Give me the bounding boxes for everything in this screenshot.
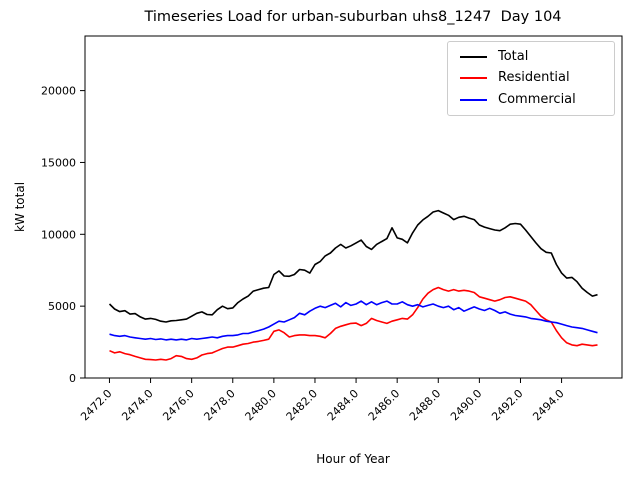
- legend-line-sample-residential: [460, 77, 487, 80]
- x-tick-label: 2482.0: [284, 387, 320, 423]
- x-tick-label: 2492.0: [489, 387, 525, 423]
- plot-frame: [84, 35, 623, 379]
- legend-label-commercial: Commercial: [498, 91, 576, 107]
- legend: Total Residential Commercial: [447, 41, 615, 116]
- series-line-residential: [109, 286, 598, 361]
- legend-line-sample-total: [460, 56, 487, 59]
- y-tick-label: 20000: [41, 85, 76, 98]
- x-tick-label: 2484.0: [325, 387, 361, 423]
- legend-label-total: Total: [498, 49, 529, 64]
- y-tick-label: 15000: [41, 156, 76, 169]
- legend-entry-residential: Residential: [460, 70, 604, 86]
- y-tick-label: 5000: [48, 300, 76, 313]
- x-tick-label: 2494.0: [530, 387, 566, 423]
- x-tick-label: 2472.0: [78, 387, 114, 423]
- x-tick-label: 2478.0: [201, 387, 237, 423]
- legend-line-sample-commercial: [460, 98, 487, 101]
- x-tick-label: 2486.0: [366, 387, 402, 423]
- y-tick-label: 0: [69, 372, 76, 385]
- x-tick-label: 2474.0: [119, 387, 155, 423]
- y-tick-label: 10000: [41, 228, 76, 241]
- chart-title: Timeseries Load for urban-suburban uhs8_…: [144, 9, 562, 25]
- x-tick-label: 2488.0: [407, 387, 443, 423]
- series-line-total: [108, 209, 598, 323]
- x-tick-label: 2480.0: [243, 387, 279, 423]
- x-tick-label: 2476.0: [160, 387, 196, 423]
- legend-entry-commercial: Commercial: [460, 91, 604, 107]
- legend-entry-total: Total: [460, 49, 604, 64]
- y-axis-label: kW total: [13, 181, 27, 233]
- x-axis-label: Hour of Year: [316, 452, 390, 466]
- legend-label-residential: Residential: [498, 70, 570, 86]
- series-line-commercial: [109, 300, 598, 341]
- x-tick-label: 2490.0: [448, 387, 484, 423]
